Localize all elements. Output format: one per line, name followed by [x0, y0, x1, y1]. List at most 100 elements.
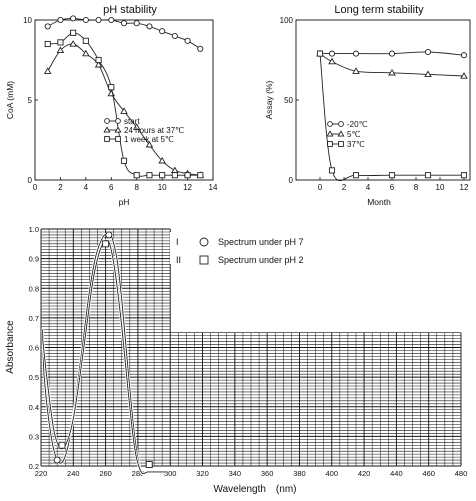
chart1-series-2-point: [56, 46, 65, 54]
chart1-x-tick-label: 10: [158, 183, 167, 192]
chart1-y-label: CoA (mM): [5, 81, 15, 119]
chart3-x-tick-label: 240: [67, 469, 80, 478]
chart3-x-tick-label: 220: [35, 469, 48, 478]
chart1-series-2-point: [94, 60, 103, 68]
chart2-x-tick-label: 0: [318, 183, 323, 192]
chart2-legend-marker: [327, 141, 333, 147]
chart3-y-tick-label: 1.0: [29, 225, 39, 234]
chart1-series-1-point: [171, 32, 178, 40]
chart1-series-1-point: [57, 16, 64, 24]
chart3-legend: I Spectrum under pH 7 II Spectrum under pH …: [170, 232, 340, 265]
chart1-legend-label: start: [124, 117, 140, 126]
chart1-series-2-point: [145, 140, 154, 148]
chart1-series-1-point: [184, 37, 191, 44]
chart2-x-tick-label: 2: [342, 183, 347, 192]
chart2-y-label: Assay (%): [264, 80, 274, 119]
chart2-series-2-point: [424, 70, 432, 78]
chart2-title: Long term stability: [334, 4, 424, 16]
chart1-series-3-point: [159, 172, 166, 179]
chart1-legend-label: 24 hours at 37℃: [124, 126, 184, 135]
absorbance-spectrum-chart: 220 240 260 280 300 320 340 360 380 400 420 440 460 4…: [5, 225, 467, 495]
chart1-legend-marker: [103, 126, 111, 133]
chart2-x-tick-label: 10: [436, 183, 445, 192]
chart3-x-tick-label: 480: [455, 469, 468, 478]
chart1-series-3-point: [70, 29, 77, 36]
chart1-series-3-point: [197, 172, 204, 179]
chart3-x-tick-label: 460: [422, 469, 435, 478]
chart2-x-label: Month: [367, 197, 391, 207]
chart2-ticks: 0 2 4 6 8 10 12 0 50 100: [280, 16, 469, 192]
chart2-series-3-point: [352, 172, 360, 179]
chart3-legend-background: [170, 232, 340, 264]
chart1-series-3-point: [44, 40, 51, 48]
chart2-series-2-point: [388, 68, 396, 76]
chart1-x-tick-label: 12: [183, 183, 192, 192]
chart1-series-3-point: [57, 39, 64, 46]
chart2-y-tick-label: 100: [280, 16, 294, 25]
chart2-legend-label: 5℃: [347, 130, 360, 139]
chart1-series-3-point: [146, 172, 153, 179]
chart1-series-3-point: [171, 172, 178, 179]
chart2-x-tick-label: 12: [460, 183, 469, 192]
chart1-series-2-point: [69, 40, 77, 47]
chart2-y-tick-label: 0: [289, 176, 294, 185]
chart1-legend-marker: [115, 118, 121, 124]
chart1-series-3-point: [133, 172, 140, 179]
chart1-marks: [43, 15, 205, 179]
chart3-y-tick-label: 0.8: [29, 284, 39, 293]
chart3-series-2-point: [145, 461, 153, 468]
chart3-x-tick-label: 260: [99, 469, 112, 478]
chart3-x-tick-label: 400: [326, 469, 339, 478]
chart3-series-1-point: [105, 231, 113, 239]
chart1-legend-marker: [104, 118, 110, 124]
chart3-legend-marker: [199, 255, 209, 265]
chart2-legend-label: -20℃: [347, 120, 368, 129]
chart3-series-2-point: [102, 240, 110, 248]
chart2-legend-marker: [327, 121, 333, 127]
chart3-y-tick-label: 0.2: [29, 462, 39, 471]
chart1-series-3-point: [120, 157, 128, 164]
chart1-series-1-point: [95, 16, 102, 24]
chart1-series-1-point: [108, 16, 115, 24]
chart2-y-tick-label: 50: [284, 96, 293, 105]
chart3-x-tick-label: 340: [229, 469, 242, 478]
chart2-legend-label: 37℃: [347, 140, 365, 149]
chart1-x-tick-label: 4: [84, 183, 89, 192]
chart2-series-1-point: [328, 50, 336, 57]
chart2-legend-marker: [338, 121, 344, 127]
chart1-series-2-point: [132, 123, 141, 130]
chart3-y-label: Absorbance: [5, 320, 16, 374]
chart1-x-tick-label: 8: [134, 183, 139, 192]
chart2-series-2-point: [460, 72, 468, 79]
chart1-series-1-point: [70, 15, 77, 22]
chart2-legend-marker: [337, 130, 345, 137]
chart3-y-tick-label: 0.7: [29, 314, 39, 323]
chart1-series-1-point: [133, 20, 140, 27]
chart1-y-tick-label: 0: [28, 176, 33, 185]
chart3-y-tick-label: 0.9: [29, 255, 39, 264]
chart2-series-3-point: [328, 167, 336, 174]
chart2-marks: [316, 48, 468, 182]
chart3-series-2-point: [58, 441, 66, 449]
chart1-x-tick-label: 0: [33, 183, 38, 192]
chart3-legend-marker: [199, 237, 209, 247]
chart1-x-label: pH: [119, 197, 130, 207]
chart2-series-2-point: [328, 57, 336, 65]
chart1-series-1-point: [44, 23, 51, 30]
chart1-series-1-point: [197, 45, 204, 52]
chart2-x-tick-label: 4: [366, 183, 371, 192]
chart2-series-1-point: [388, 50, 396, 57]
chart1-series-2-point: [120, 107, 128, 114]
chart1-series-2-point: [43, 67, 52, 74]
chart2-series-3-point: [424, 172, 432, 179]
ph-stability-chart: pH stability 0 2 4 6 8 10 12 14 0 5 10 pH CoA (mM)…: [5, 4, 218, 207]
chart1-series-1-point: [146, 23, 153, 30]
chart2-series-3-point: [460, 172, 468, 179]
chart1-y-tick-label: 5: [28, 96, 33, 105]
chart2-x-tick-label: 6: [390, 183, 395, 192]
chart2-legend-marker: [326, 130, 334, 137]
chart3-y-tick-label: 0.3: [29, 432, 39, 441]
chart3-y-tick-label: 0.5: [29, 373, 39, 382]
